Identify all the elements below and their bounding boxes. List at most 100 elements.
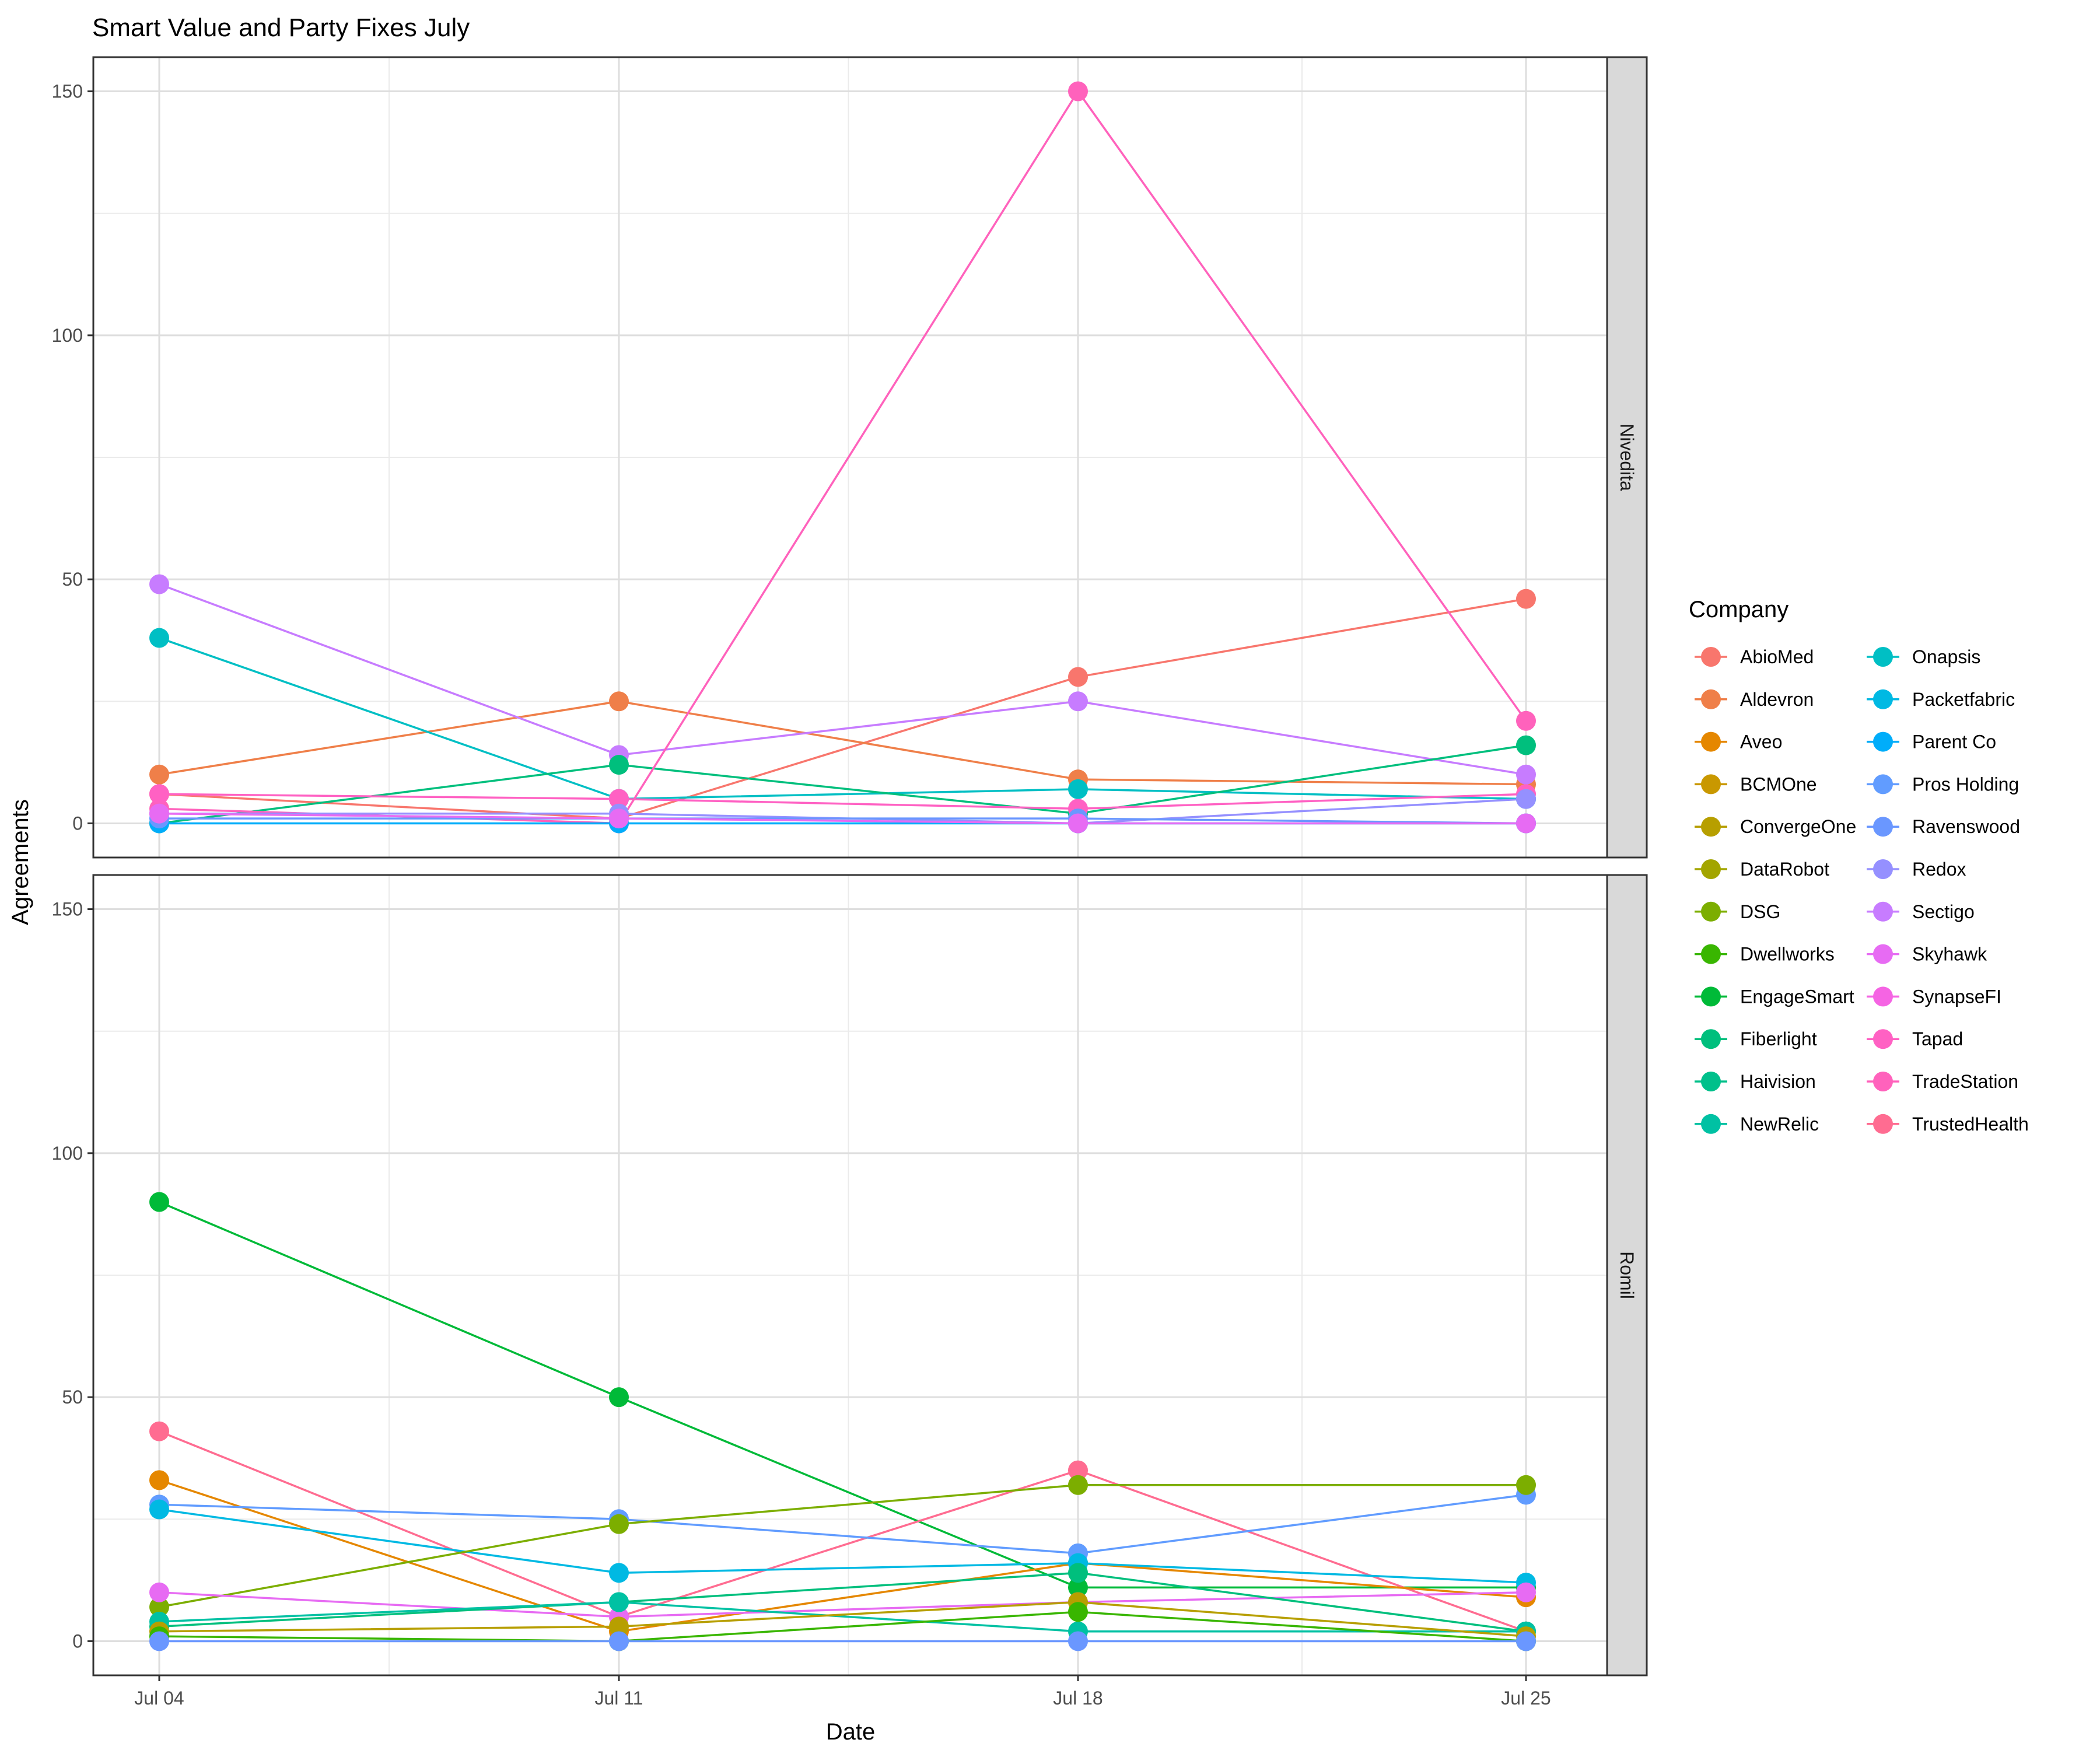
series-line xyxy=(159,1493,1527,1555)
data-point xyxy=(149,784,169,804)
panel-nivedita: 0 50 100 150 Nivedita xyxy=(52,56,1648,859)
legend-label: SynapseFI xyxy=(1912,986,2001,1007)
series-line xyxy=(159,1601,1527,1637)
series-line xyxy=(159,636,1527,800)
data-point xyxy=(1516,1582,1536,1602)
legend-key-point xyxy=(1873,1072,1893,1091)
facet-strip xyxy=(1606,874,1648,1676)
legend-label: Parent Co xyxy=(1912,732,1996,752)
legend-key-point xyxy=(1873,647,1893,667)
legend-item: Pros Holding xyxy=(1867,774,2019,794)
series-line xyxy=(159,1611,1527,1643)
legend-label: Redox xyxy=(1912,859,1966,880)
x-axis: Jul 04 Jul 11 Jul 18 Jul 25 xyxy=(134,1675,1551,1709)
data-point xyxy=(149,764,169,785)
data-point xyxy=(149,1631,169,1651)
y-tick-label: 50 xyxy=(62,569,83,590)
data-point xyxy=(1068,1475,1088,1495)
legend-key-point xyxy=(1701,986,1721,1007)
legend-label: Aldevron xyxy=(1740,689,1814,710)
facet-strip-label: Romil xyxy=(1616,1251,1637,1299)
data-point xyxy=(1068,779,1088,799)
legend-label: Aveo xyxy=(1740,732,1782,752)
data-point xyxy=(1516,735,1536,755)
legend-label: ConvergeOne xyxy=(1740,816,1856,837)
data-point xyxy=(609,1514,629,1534)
data-point xyxy=(1068,1460,1088,1480)
data-point xyxy=(1068,1631,1088,1651)
y-tick-label: 150 xyxy=(52,81,83,102)
legend-item: Redox xyxy=(1867,859,1966,880)
series-line xyxy=(159,812,1526,825)
legend-label: Sectigo xyxy=(1912,901,1975,922)
series-line xyxy=(159,744,1527,825)
data-point xyxy=(1516,813,1536,834)
legend-key-point xyxy=(1701,1072,1721,1091)
series-line xyxy=(159,1508,1527,1584)
legend-key-point xyxy=(1873,774,1893,794)
data-point xyxy=(1516,1631,1536,1651)
legend-key-point xyxy=(1701,647,1721,667)
legend-key-point xyxy=(1701,944,1721,964)
data-point xyxy=(609,1616,629,1637)
series-line xyxy=(159,793,1527,810)
legend-label: Dwellworks xyxy=(1740,944,1835,965)
legend-key-point xyxy=(1873,901,1893,922)
series-ravenswood xyxy=(149,1631,1536,1651)
legend-item: AbioMed xyxy=(1695,646,1814,667)
legend-item: Haivision xyxy=(1695,1071,1816,1092)
x-tick-label: Jul 11 xyxy=(594,1688,643,1709)
series-line xyxy=(159,817,1527,825)
legend-key-point xyxy=(1873,859,1893,879)
series-line xyxy=(159,1601,1526,1633)
legend-item: Tapad xyxy=(1867,1028,1963,1049)
legend-label: EngageSmart xyxy=(1740,986,1854,1007)
legend-label: Fiberlight xyxy=(1740,1028,1817,1049)
legend-item: DSG xyxy=(1695,901,1780,922)
legend-key-point xyxy=(1701,774,1721,794)
data-point xyxy=(609,755,629,775)
legend-item: SynapseFI xyxy=(1867,986,2001,1007)
series-line xyxy=(159,583,1527,776)
series-dsg xyxy=(149,1475,1536,1617)
data-point xyxy=(609,1563,629,1583)
legend-key-point xyxy=(1701,901,1721,922)
data-point xyxy=(1516,710,1536,731)
legend-key-point xyxy=(1873,689,1893,709)
legend-key-point xyxy=(1701,1029,1721,1049)
y-tick-label: 0 xyxy=(72,1630,83,1651)
data-point xyxy=(149,574,169,594)
legend-key-point xyxy=(1701,817,1721,837)
data-point xyxy=(149,1421,169,1441)
legend-label: DSG xyxy=(1740,901,1780,922)
legend-key-point xyxy=(1873,944,1893,964)
series-line xyxy=(159,597,1527,820)
data-point xyxy=(1068,1577,1088,1598)
data-point xyxy=(609,1387,629,1408)
legend-item: Aveo xyxy=(1695,732,1782,752)
y-axis-title: Agreements xyxy=(8,799,33,925)
legend-item: DataRobot xyxy=(1695,859,1829,880)
series-sectigo xyxy=(149,574,1536,785)
legend-key-point xyxy=(1701,732,1721,752)
series-line xyxy=(159,1430,1527,1633)
data-point xyxy=(1068,81,1088,102)
x-tick-label: Jul 18 xyxy=(1053,1688,1102,1709)
legend-label: Packetfabric xyxy=(1912,689,2015,710)
data-point xyxy=(149,1192,169,1212)
series-line xyxy=(159,1591,1527,1618)
facet-strip xyxy=(1606,56,1648,859)
data-point xyxy=(149,1499,169,1520)
legend-label: Pros Holding xyxy=(1912,774,2019,794)
y-tick-label: 0 xyxy=(72,813,83,834)
legend-items: AbioMed Aldevron Aveo BCMOne ConvergeOne Data… xyxy=(1695,646,2029,1135)
series-skyhawk xyxy=(149,803,1536,834)
data-point xyxy=(1068,1602,1088,1622)
legend-key-point xyxy=(1701,859,1721,879)
data-point xyxy=(1068,1563,1088,1583)
legend-item: Onapsis xyxy=(1867,646,1980,667)
legend-label: Tapad xyxy=(1912,1028,1963,1049)
data-point xyxy=(1516,789,1536,809)
y-tick-label: 100 xyxy=(52,1143,83,1164)
